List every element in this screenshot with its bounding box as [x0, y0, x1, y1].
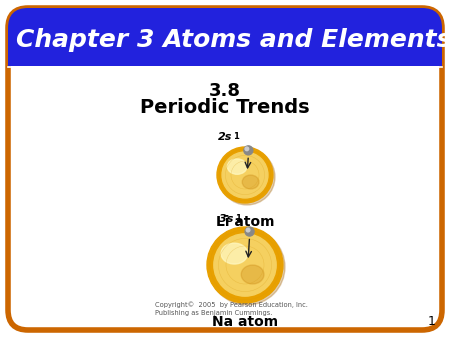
Ellipse shape	[227, 159, 247, 174]
Text: Periodic Trends: Periodic Trends	[140, 98, 310, 117]
Circle shape	[209, 229, 285, 305]
FancyBboxPatch shape	[8, 8, 442, 66]
Circle shape	[217, 147, 273, 203]
FancyBboxPatch shape	[8, 8, 442, 330]
Text: 3s: 3s	[219, 214, 234, 223]
Circle shape	[246, 228, 250, 232]
Text: Na atom: Na atom	[212, 315, 278, 329]
Circle shape	[207, 227, 283, 303]
Text: Li atom: Li atom	[216, 215, 274, 229]
Circle shape	[244, 146, 253, 155]
Circle shape	[214, 234, 276, 296]
Bar	[8, 38, 442, 66]
Circle shape	[222, 152, 268, 198]
Text: 3.8: 3.8	[209, 82, 241, 100]
Ellipse shape	[241, 265, 264, 284]
Text: 1: 1	[428, 315, 436, 328]
Circle shape	[245, 147, 249, 151]
Text: 2s: 2s	[218, 132, 232, 142]
Ellipse shape	[242, 175, 259, 189]
Text: 1: 1	[234, 132, 239, 141]
Text: Copyright©  2005  by Pearson Education, Inc.
Publishing as Benjamin Cummings.: Copyright© 2005 by Pearson Education, In…	[155, 301, 308, 316]
Text: 1: 1	[234, 214, 240, 222]
Circle shape	[245, 227, 254, 236]
Text: Chapter 3 Atoms and Elements: Chapter 3 Atoms and Elements	[16, 28, 450, 52]
Circle shape	[219, 149, 275, 205]
Ellipse shape	[221, 243, 248, 264]
